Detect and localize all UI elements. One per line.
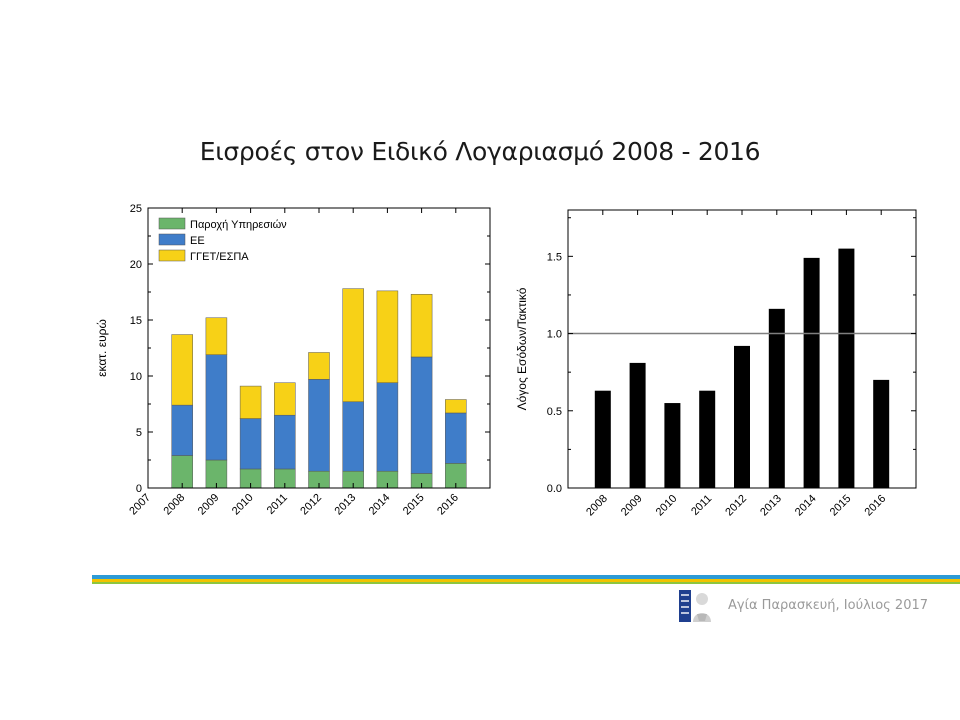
bar-segment	[342, 288, 364, 403]
ratio-bar	[768, 308, 785, 488]
x-tick-label: 2008	[584, 493, 610, 519]
legend-swatch	[158, 217, 186, 230]
footer-color-bands	[92, 575, 960, 584]
footer-band-blue	[92, 575, 960, 579]
ratio-bar	[803, 257, 820, 488]
y-tick-label: 1.0	[547, 329, 562, 341]
ratio-bar	[699, 390, 716, 488]
x-tick-label: 2016	[863, 493, 889, 519]
y-tick-label: 20	[130, 259, 142, 271]
ratio-bar	[664, 403, 681, 488]
bar-segment	[239, 385, 262, 419]
x-tick-label: 2009	[619, 493, 645, 519]
ratio-bar	[873, 379, 890, 488]
y-tick-label: 15	[130, 315, 142, 327]
y-tick-label: 0.0	[547, 483, 562, 495]
y-tick-label: 1.5	[547, 251, 562, 263]
bar-segment	[308, 352, 330, 380]
legend-label: Παροχή Υπηρεσιών	[190, 219, 287, 231]
ratio-bar	[734, 345, 750, 488]
x-tick-label: 2013	[758, 493, 784, 519]
x-tick-label: 2014	[793, 493, 819, 519]
ratio-bar	[838, 248, 855, 488]
slide-title: Εισροές στον Ειδικό Λογαριασμό 2008 - 20…	[199, 137, 761, 166]
y-axis-label: Λόγος Εσόδων/Τακτικό	[515, 287, 529, 410]
legend-label: ΕΕ	[190, 235, 205, 247]
bar-segment	[410, 293, 433, 358]
y-tick-label: 10	[130, 371, 142, 383]
y-tick-label: 25	[130, 203, 142, 215]
bar-segment	[274, 382, 296, 416]
y-tick-label: 0	[136, 483, 142, 495]
footer-band-yellow	[92, 579, 960, 582]
footer-band-green	[92, 582, 960, 584]
x-tick-label: 2011	[689, 493, 714, 518]
bar-segment	[445, 399, 467, 414]
y-tick-label: 0.5	[547, 406, 562, 418]
legend-swatch	[158, 249, 186, 262]
x-tick-label: 2010	[654, 493, 680, 519]
legend-swatch	[158, 233, 186, 246]
y-axis-label: εκατ. ευρώ	[95, 319, 109, 377]
legend-label: ΓΓΕΤ/ΕΣΠΑ	[190, 251, 249, 263]
bar-segment	[205, 317, 228, 355]
bar-segment	[376, 290, 399, 383]
institution-logo-icon	[679, 590, 711, 622]
bar-segment	[171, 334, 193, 406]
footer-date-location: Αγία Παρασκευή, Ιούλιος 2017	[728, 598, 929, 613]
ratio-bar	[594, 390, 611, 488]
x-tick-label: 2012	[723, 493, 749, 519]
x-tick-label: 2015	[828, 493, 854, 519]
y-tick-label: 5	[136, 427, 142, 439]
ratio-bar	[629, 362, 646, 488]
